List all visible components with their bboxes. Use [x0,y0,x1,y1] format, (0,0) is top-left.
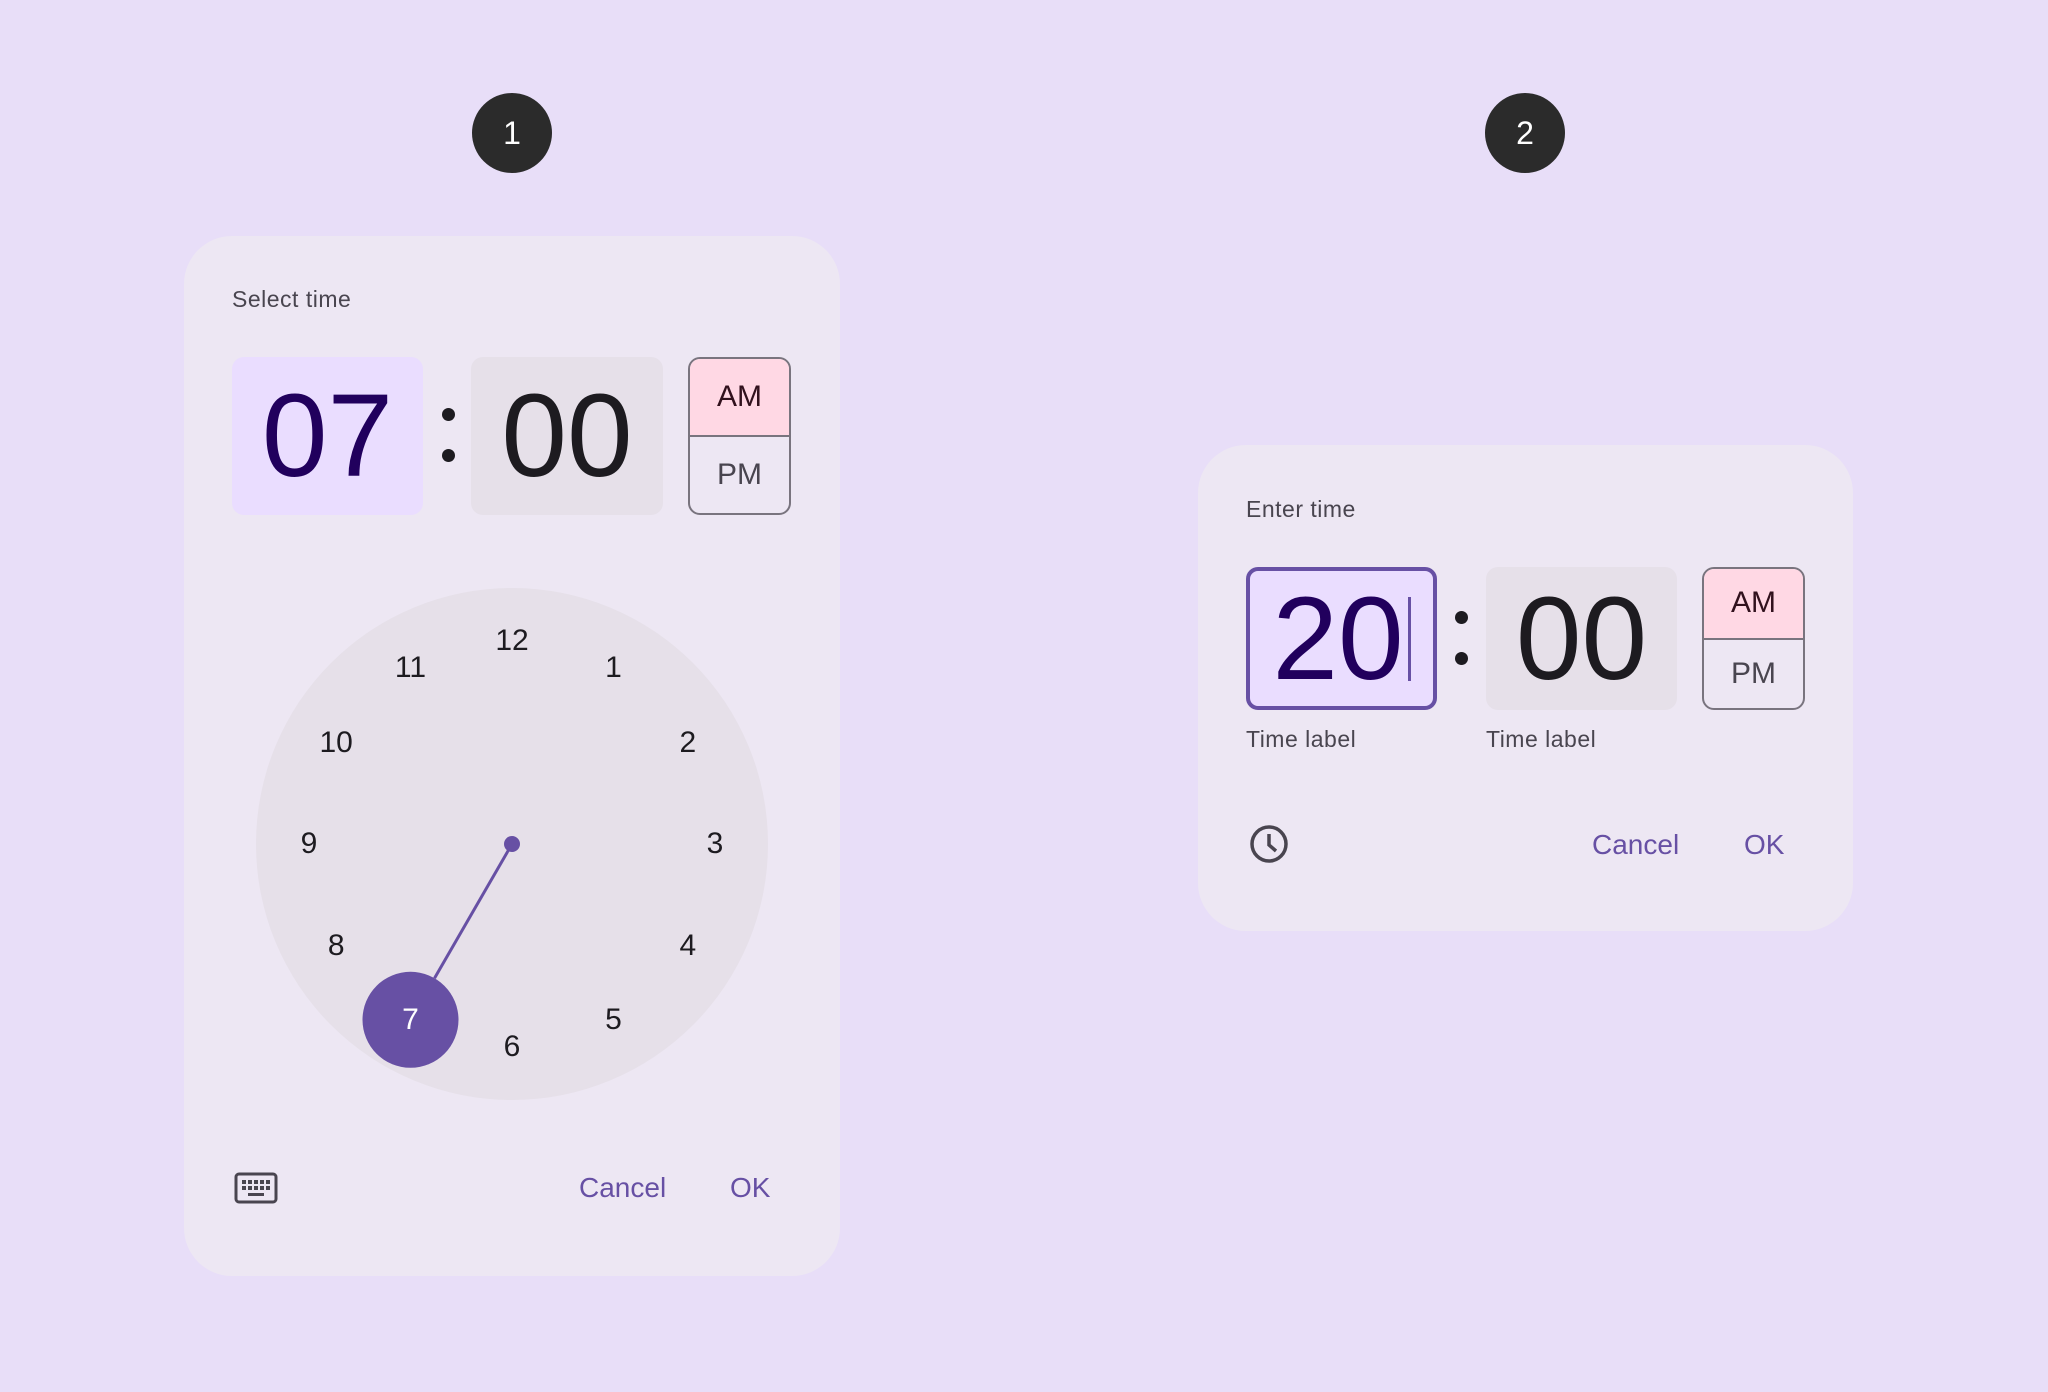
clock-number-7[interactable]: 7 [402,1002,419,1036]
hour-selector[interactable]: 07 [232,357,423,515]
clock-icon[interactable] [1249,824,1289,869]
cancel-button[interactable]: Cancel [1592,829,1680,860]
clock-number-3[interactable]: 3 [706,827,724,860]
dialog-title: Select time [232,286,352,312]
time-separator [1455,583,1468,693]
clock-number-9[interactable]: 9 [300,827,318,860]
clock-number-1[interactable]: 1 [605,651,622,685]
am-toggle[interactable]: AM [1704,569,1803,640]
time-separator [442,380,455,490]
ok-button[interactable]: OK [1744,829,1785,860]
pm-toggle[interactable]: PM [1731,656,1776,690]
clock-number-10[interactable]: 10 [319,725,353,759]
minute-input[interactable]: 00 [1486,567,1677,710]
clock-hand-layer [362,836,520,1068]
minute-selector[interactable]: 00 [471,357,663,515]
hour-input-value: 20 [1272,572,1404,705]
selected-hour-handle[interactable] [362,971,459,1068]
clock-number-12[interactable]: 12 [495,624,529,657]
clock-number-2[interactable]: 2 [679,725,697,759]
cancel-button[interactable]: Cancel [579,1172,667,1203]
dialog-title: Enter time [1246,496,1356,522]
clock-number-4[interactable]: 4 [679,928,697,962]
keyboard-icon[interactable] [234,1172,278,1209]
period-selector: AM PM [688,357,791,515]
hour-input[interactable]: 20 [1246,567,1437,710]
period-selector: AM PM [1702,567,1805,710]
am-toggle[interactable]: AM [690,359,789,437]
clock-number-8[interactable]: 8 [327,928,345,962]
step-badge-2: 2 [1485,93,1565,173]
step-badge-1: 1 [472,93,552,173]
clock-dial[interactable]: 12 1 2 3 4 5 6 7 8 9 10 11 [256,588,768,1100]
clock-number-5[interactable]: 5 [605,1002,622,1036]
clock-number-6[interactable]: 6 [503,1030,521,1063]
clock-center-dot [504,836,520,852]
pm-toggle[interactable]: PM [717,458,762,491]
ok-button[interactable]: OK [730,1172,771,1203]
clock-hand[interactable] [433,843,514,979]
minute-supporting-label: Time label [1486,726,1597,752]
clock-number-11[interactable]: 11 [394,651,427,685]
hour-supporting-label: Time label [1246,726,1357,752]
text-cursor [1407,596,1411,681]
